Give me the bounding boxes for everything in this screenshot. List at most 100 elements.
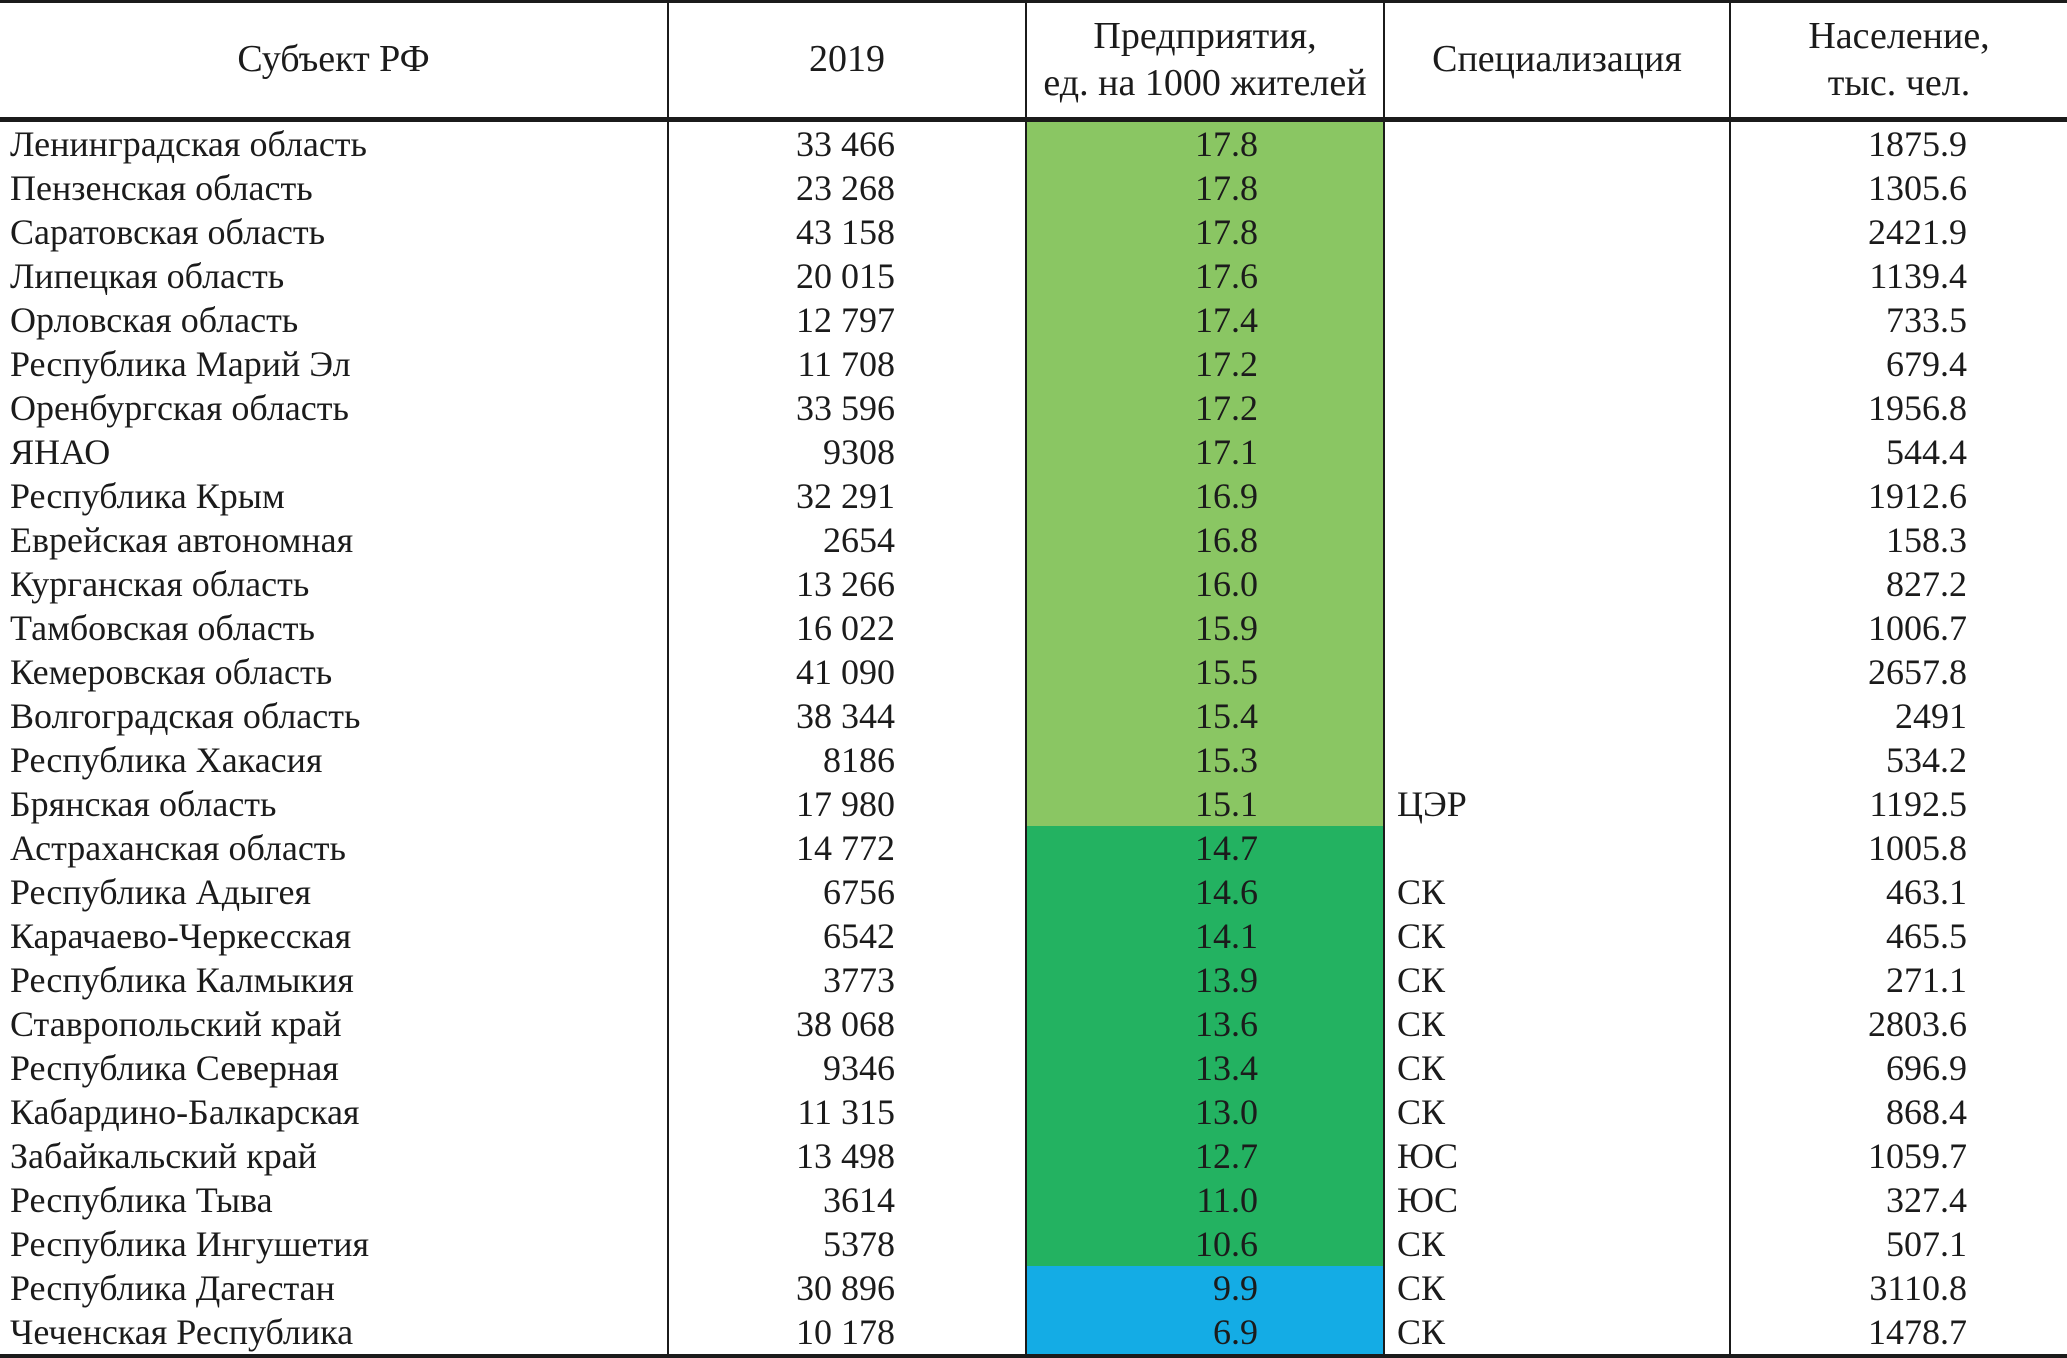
region-cell: Карачаево-Черкесская xyxy=(10,916,352,956)
specialization-cell xyxy=(1383,562,1730,606)
population-cell: 696.9 xyxy=(1729,1046,2067,1090)
population-cell: 827.2 xyxy=(1729,562,2067,606)
population-cell: 1006.7 xyxy=(1729,606,2067,650)
region-cell: Липецкая область xyxy=(10,256,285,296)
region-cell: Кабардино-Балкарская xyxy=(10,1092,360,1132)
region-cell: Республика Ингушетия xyxy=(10,1224,370,1264)
population-cell: 2491 xyxy=(1729,694,2067,738)
region-cell: Республика Калмыкия xyxy=(10,960,354,1000)
year-value-cell: 38 068 xyxy=(667,1002,1026,1046)
enterprises-per-1000-cell: 13.6 xyxy=(1025,1002,1384,1046)
year-value-cell: 20 015 xyxy=(667,254,1026,298)
col-header-specialization: Специализация xyxy=(1383,1,1730,122)
specialization-cell: СК xyxy=(1383,914,1730,958)
year-value-cell: 23 268 xyxy=(667,166,1026,210)
enterprises-per-1000-cell: 14.7 xyxy=(1025,826,1384,870)
population-cell: 679.4 xyxy=(1729,342,2067,386)
col-header-population-line2: тыс. чел. xyxy=(1827,62,1971,104)
specialization-cell: ЦЭР xyxy=(1383,782,1730,826)
enterprises-per-1000-cell: 14.6 xyxy=(1025,870,1384,914)
region-cell: Ленинградская область xyxy=(10,124,367,164)
enterprises-per-1000-cell: 17.8 xyxy=(1025,210,1384,254)
region-cell: Кемеровская область xyxy=(10,652,333,692)
population-cell: 1192.5 xyxy=(1729,782,2067,826)
specialization-cell: СК xyxy=(1383,1310,1730,1356)
table-row: Тамбовская область 16 022 15.9 1006.7 xyxy=(0,606,2067,650)
table-row: ЯНАО 9308 17.1 544.4 xyxy=(0,430,2067,474)
region-cell: Республика Хакасия xyxy=(10,740,323,780)
year-value-cell: 8186 xyxy=(667,738,1026,782)
year-value-cell: 9346 xyxy=(667,1046,1026,1090)
population-cell: 1005.8 xyxy=(1729,826,2067,870)
population-cell: 465.5 xyxy=(1729,914,2067,958)
specialization-cell xyxy=(1383,166,1730,210)
population-cell: 271.1 xyxy=(1729,958,2067,1002)
enterprises-per-1000-cell: 16.9 xyxy=(1025,474,1384,518)
year-value-cell: 2654 xyxy=(667,518,1026,562)
specialization-cell xyxy=(1383,210,1730,254)
col-header-specialization-label: Специализация xyxy=(1432,38,1682,81)
year-value-cell: 6542 xyxy=(667,914,1026,958)
year-value-cell: 12 797 xyxy=(667,298,1026,342)
enterprises-per-1000-cell: 14.1 xyxy=(1025,914,1384,958)
table-row: Астраханская область 14 772 14.7 1005.8 xyxy=(0,826,2067,870)
year-value-cell: 10 178 xyxy=(667,1310,1026,1356)
enterprises-per-1000-cell: 15.9 xyxy=(1025,606,1384,650)
region-cell: ЯНАО xyxy=(10,432,111,472)
population-cell: 1059.7 xyxy=(1729,1134,2067,1178)
enterprises-per-1000-cell: 15.1 xyxy=(1025,782,1384,826)
population-cell: 534.2 xyxy=(1729,738,2067,782)
table-row: Карачаево-Черкесская 6542 14.1 СК 465.5 xyxy=(0,914,2067,958)
region-cell: Курганская область xyxy=(10,564,310,604)
year-value-cell: 33 466 xyxy=(667,119,1026,166)
enterprises-per-1000-cell: 16.8 xyxy=(1025,518,1384,562)
population-cell: 1875.9 xyxy=(1729,119,2067,166)
year-value-cell: 11 708 xyxy=(667,342,1026,386)
col-header-population: Население, тыс. чел. xyxy=(1729,1,2067,122)
table-row: Брянская область 17 980 15.1 ЦЭР 1192.5 xyxy=(0,782,2067,826)
population-cell: 507.1 xyxy=(1729,1222,2067,1266)
specialization-cell: ЮС xyxy=(1383,1134,1730,1178)
col-header-year-label: 2019 xyxy=(809,38,885,81)
population-cell: 2657.8 xyxy=(1729,650,2067,694)
year-value-cell: 17 980 xyxy=(667,782,1026,826)
specialization-cell: СК xyxy=(1383,1046,1730,1090)
specialization-cell: СК xyxy=(1383,870,1730,914)
col-header-region-label: Субъект РФ xyxy=(237,38,430,81)
specialization-cell: СК xyxy=(1383,1002,1730,1046)
enterprises-per-1000-cell: 15.3 xyxy=(1025,738,1384,782)
population-cell: 3110.8 xyxy=(1729,1266,2067,1310)
enterprises-per-1000-cell: 12.7 xyxy=(1025,1134,1384,1178)
enterprises-per-1000-cell: 17.8 xyxy=(1025,119,1384,166)
table-row: Пензенская область 23 268 17.8 1305.6 xyxy=(0,166,2067,210)
enterprises-per-1000-cell: 6.9 xyxy=(1025,1310,1384,1356)
year-value-cell: 13 266 xyxy=(667,562,1026,606)
year-value-cell: 9308 xyxy=(667,430,1026,474)
table-row: Кемеровская область 41 090 15.5 2657.8 xyxy=(0,650,2067,694)
year-value-cell: 41 090 xyxy=(667,650,1026,694)
year-value-cell: 6756 xyxy=(667,870,1026,914)
population-cell: 1305.6 xyxy=(1729,166,2067,210)
col-header-year: 2019 xyxy=(667,1,1026,122)
enterprises-per-1000-cell: 17.4 xyxy=(1025,298,1384,342)
table-row: Чеченская Республика 10 178 6.9 СК 1478.7 xyxy=(0,1310,2067,1356)
table-row: Республика Тыва 3614 11.0 ЮС 327.4 xyxy=(0,1178,2067,1222)
year-value-cell: 38 344 xyxy=(667,694,1026,738)
table-row: Республика Дагестан 30 896 9.9 СК 3110.8 xyxy=(0,1266,2067,1310)
population-cell: 1139.4 xyxy=(1729,254,2067,298)
year-value-cell: 32 291 xyxy=(667,474,1026,518)
table-row: Ленинградская область 33 466 17.8 1875.9 xyxy=(0,119,2067,166)
table-row: Республика Северная 9346 13.4 СК 696.9 xyxy=(0,1046,2067,1090)
col-header-enterprises: Предприятия, ед. на 1000 жителей xyxy=(1025,1,1384,122)
table-row: Ставропольский край 38 068 13.6 СК 2803.6 xyxy=(0,1002,2067,1046)
region-cell: Орловская область xyxy=(10,300,299,340)
region-cell: Тамбовская область xyxy=(10,608,315,648)
population-cell: 733.5 xyxy=(1729,298,2067,342)
population-cell: 1956.8 xyxy=(1729,386,2067,430)
region-cell: Волгоградская область xyxy=(10,696,361,736)
enterprises-per-1000-cell: 16.0 xyxy=(1025,562,1384,606)
specialization-cell xyxy=(1383,826,1730,870)
population-cell: 544.4 xyxy=(1729,430,2067,474)
population-cell: 327.4 xyxy=(1729,1178,2067,1222)
